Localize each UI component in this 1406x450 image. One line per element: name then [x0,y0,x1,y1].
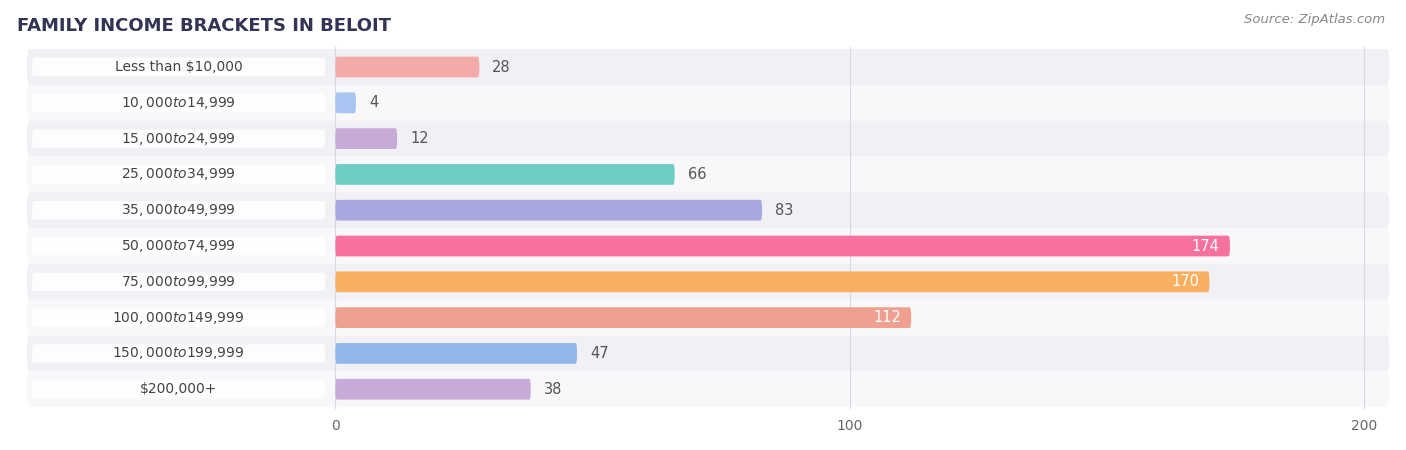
FancyBboxPatch shape [27,49,1389,85]
Text: 83: 83 [775,202,793,218]
Text: 66: 66 [688,167,706,182]
FancyBboxPatch shape [336,236,1230,256]
Text: $200,000+: $200,000+ [141,382,218,396]
Text: 28: 28 [492,59,510,75]
FancyBboxPatch shape [32,58,325,76]
FancyBboxPatch shape [27,228,1389,264]
Text: 12: 12 [411,131,429,146]
FancyBboxPatch shape [32,344,325,363]
FancyBboxPatch shape [336,379,531,400]
FancyBboxPatch shape [32,380,325,398]
FancyBboxPatch shape [27,336,1389,371]
FancyBboxPatch shape [27,300,1389,336]
Text: $50,000 to $74,999: $50,000 to $74,999 [121,238,236,254]
Text: FAMILY INCOME BRACKETS IN BELOIT: FAMILY INCOME BRACKETS IN BELOIT [17,17,391,35]
FancyBboxPatch shape [27,157,1389,192]
FancyBboxPatch shape [32,94,325,112]
Text: $35,000 to $49,999: $35,000 to $49,999 [121,202,236,218]
FancyBboxPatch shape [27,85,1389,121]
Text: Source: ZipAtlas.com: Source: ZipAtlas.com [1244,14,1385,27]
FancyBboxPatch shape [27,192,1389,228]
FancyBboxPatch shape [27,371,1389,407]
Text: $150,000 to $199,999: $150,000 to $199,999 [112,346,245,361]
Text: Less than $10,000: Less than $10,000 [115,60,242,74]
FancyBboxPatch shape [336,128,396,149]
FancyBboxPatch shape [336,343,576,364]
Text: $100,000 to $149,999: $100,000 to $149,999 [112,310,245,326]
FancyBboxPatch shape [336,271,1209,292]
FancyBboxPatch shape [336,200,762,220]
FancyBboxPatch shape [32,201,325,219]
FancyBboxPatch shape [32,273,325,291]
Text: 170: 170 [1171,274,1199,289]
Text: $25,000 to $34,999: $25,000 to $34,999 [121,166,236,182]
FancyBboxPatch shape [32,130,325,148]
FancyBboxPatch shape [27,121,1389,157]
FancyBboxPatch shape [32,237,325,255]
Text: 174: 174 [1192,238,1219,253]
FancyBboxPatch shape [336,57,479,77]
FancyBboxPatch shape [32,165,325,184]
Text: 38: 38 [544,382,562,397]
FancyBboxPatch shape [32,309,325,327]
Text: $75,000 to $99,999: $75,000 to $99,999 [121,274,236,290]
Text: $10,000 to $14,999: $10,000 to $14,999 [121,95,236,111]
FancyBboxPatch shape [27,264,1389,300]
Text: 4: 4 [368,95,378,110]
FancyBboxPatch shape [336,307,911,328]
FancyBboxPatch shape [336,92,356,113]
Text: $15,000 to $24,999: $15,000 to $24,999 [121,130,236,147]
FancyBboxPatch shape [336,164,675,185]
Text: 47: 47 [591,346,609,361]
Text: 112: 112 [873,310,901,325]
